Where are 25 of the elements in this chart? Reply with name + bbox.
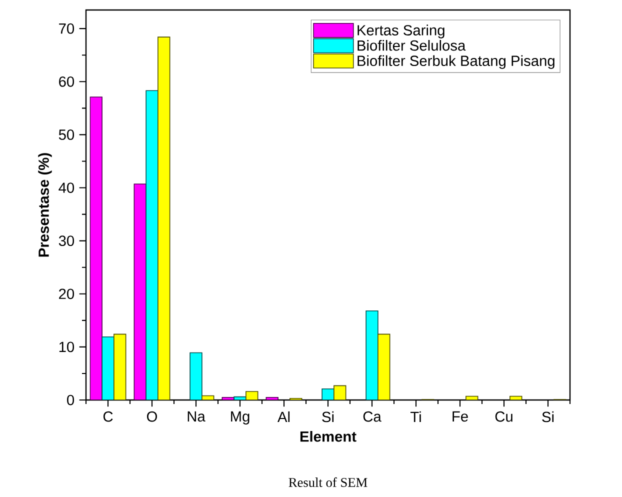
x-tick-label: Al xyxy=(278,411,290,422)
y-tick-label: 0 xyxy=(67,394,74,406)
y-tick-label: 40 xyxy=(58,182,74,193)
y-tick-label: 10 xyxy=(59,342,74,352)
x-tick-label: Ca xyxy=(363,411,382,422)
legend-label: Kertas Saring xyxy=(358,24,444,38)
x-axis-title: Element xyxy=(300,431,356,442)
x-tick-label: Si xyxy=(322,411,334,422)
y-tick-label: 60 xyxy=(59,76,74,87)
legend-label: Biofilter Serbuk Batang Pisang xyxy=(358,55,554,69)
y-tick-label: 30 xyxy=(58,236,74,246)
x-tick-label: Mg xyxy=(231,411,250,424)
x-tick-label: Si xyxy=(542,411,554,422)
x-tick-label: Fe xyxy=(452,411,468,422)
y-tick-label: 20 xyxy=(59,288,74,300)
x-tick-label: O xyxy=(146,411,157,422)
y-tick-label: 70 xyxy=(59,23,74,34)
x-tick-label: C xyxy=(103,411,113,422)
text: Result of SEM xyxy=(288,477,368,487)
x-tick-label: Cu xyxy=(495,411,512,422)
x-tick-label: Na xyxy=(188,411,206,422)
y-axis-title: Presentase (%) xyxy=(38,153,52,257)
y-tick-label: 50 xyxy=(58,130,74,140)
legend-label: Biofilter Selulosa xyxy=(358,40,466,51)
x-tick-label: Ti xyxy=(410,411,421,422)
